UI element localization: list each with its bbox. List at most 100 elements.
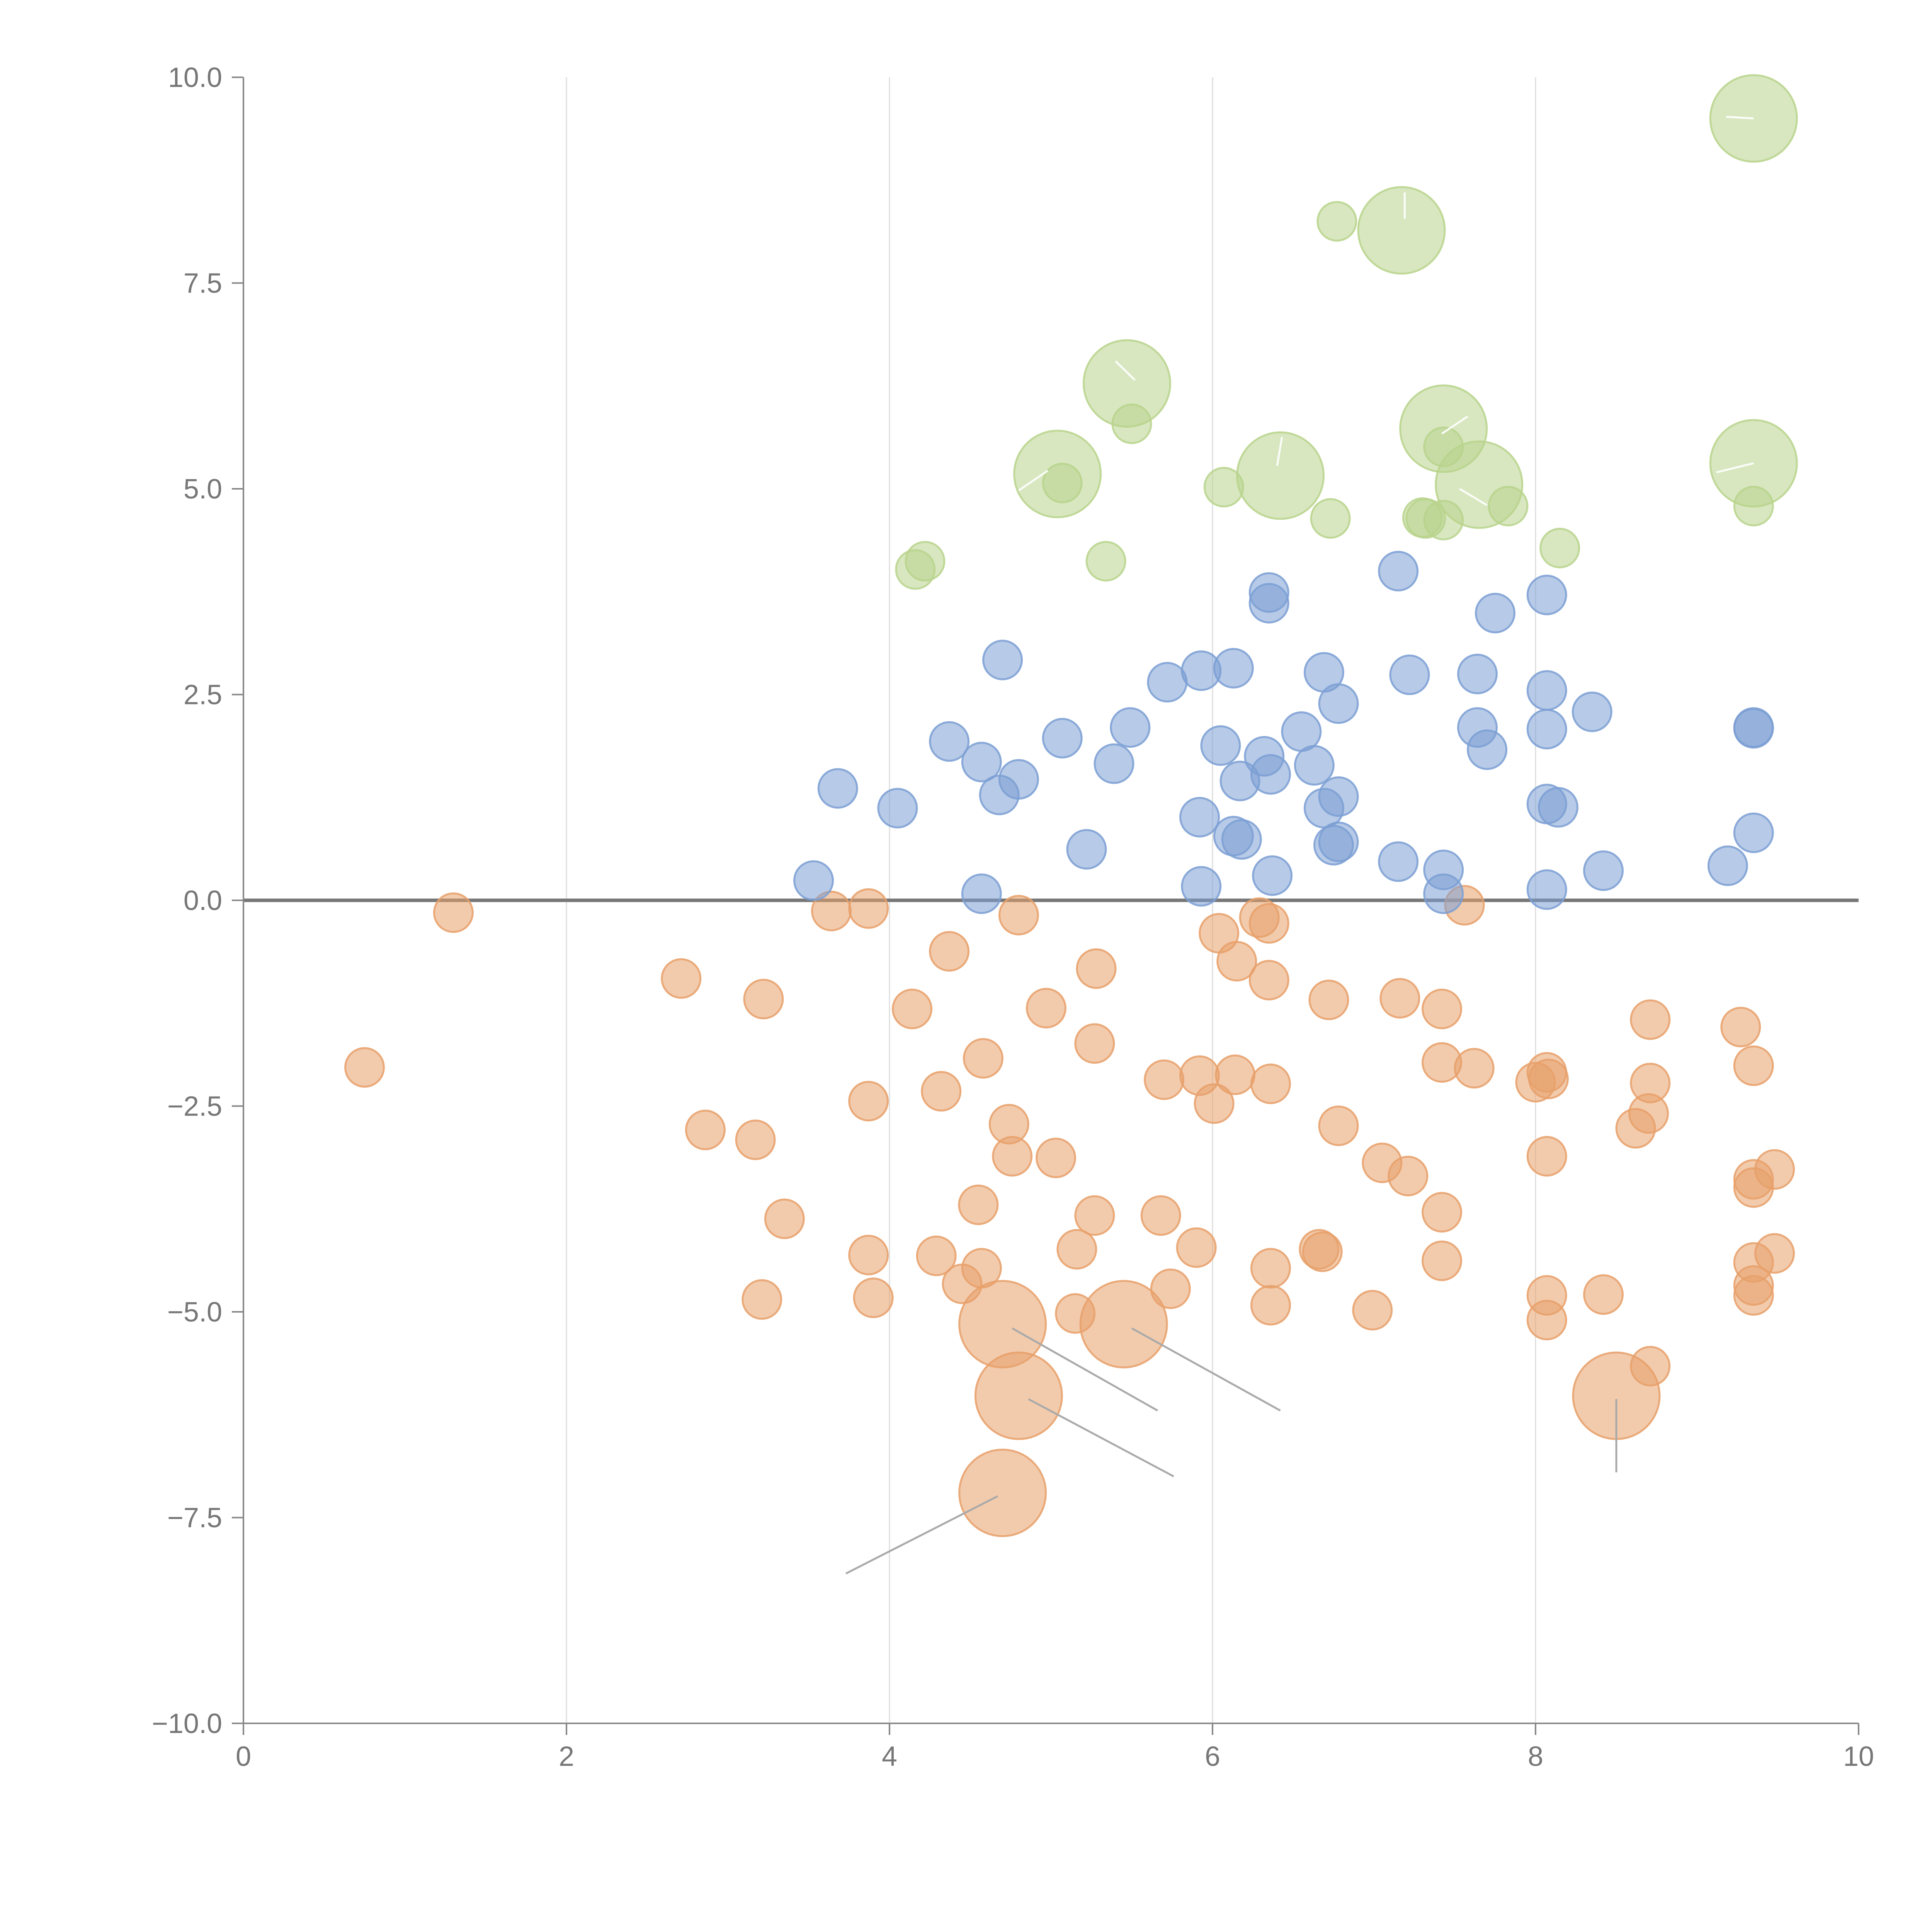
point-negative <box>433 892 474 933</box>
bubble-high <box>1435 440 1524 529</box>
point-negative <box>1754 1149 1795 1190</box>
point-negative <box>1036 1138 1077 1179</box>
point-negative <box>1074 1023 1115 1064</box>
bubble-high <box>1082 339 1171 428</box>
point-positive <box>1200 725 1241 766</box>
point-negative <box>992 1136 1033 1177</box>
point-positive <box>1457 653 1498 694</box>
leader-line <box>845 1495 998 1575</box>
point-positive <box>961 742 1002 782</box>
point-positive <box>1318 683 1359 724</box>
point-negative <box>1176 1227 1217 1268</box>
leader-line <box>1441 415 1468 435</box>
point-negative <box>1194 1083 1235 1124</box>
x-tick-label: 8 <box>1528 1741 1543 1772</box>
point-negative <box>1733 1045 1774 1086</box>
point-negative <box>685 1109 726 1150</box>
point-negative <box>1144 1059 1185 1100</box>
axes <box>232 77 1859 1735</box>
point-high <box>1085 541 1126 582</box>
point-positive <box>1221 819 1262 860</box>
point-negative <box>1526 1136 1567 1177</box>
point-negative <box>921 1071 962 1112</box>
point-negative <box>1150 1268 1191 1309</box>
bubble-negative <box>1079 1280 1168 1369</box>
leader-line <box>1131 1327 1281 1412</box>
y-tick-label: −2.5 <box>167 1091 222 1122</box>
point-positive <box>1526 709 1567 750</box>
leader-line <box>1716 462 1754 473</box>
y-tick-label: 2.5 <box>184 680 222 711</box>
point-negative <box>1026 988 1066 1029</box>
point-high <box>1539 527 1580 568</box>
y-tick-label: −10.0 <box>152 1708 222 1739</box>
point-positive <box>1294 745 1335 786</box>
leader-line <box>1276 437 1283 466</box>
point-positive <box>1181 866 1222 907</box>
point-negative <box>1215 1054 1256 1095</box>
point-positive <box>1318 776 1359 817</box>
point-negative <box>1216 941 1257 982</box>
point-negative <box>929 931 970 972</box>
x-tick-label: 2 <box>559 1741 574 1772</box>
point-high <box>905 541 946 582</box>
point-positive <box>1538 787 1579 828</box>
point-positive <box>1707 845 1748 886</box>
y-tick-label: 7.5 <box>184 268 222 299</box>
point-negative <box>1388 1156 1429 1197</box>
point-positive <box>1526 670 1567 711</box>
point-positive <box>961 873 1002 914</box>
leader-line <box>1018 470 1049 492</box>
point-positive <box>1378 551 1419 592</box>
point-negative <box>1630 1063 1671 1104</box>
bubble-negative <box>974 1351 1063 1440</box>
point-positive <box>982 639 1023 680</box>
point-negative <box>1630 999 1671 1040</box>
point-positive <box>1252 855 1293 896</box>
point-positive <box>1526 575 1567 616</box>
bubble-negative <box>958 1449 1047 1537</box>
point-positive <box>793 860 834 901</box>
point-positive <box>1423 873 1464 914</box>
point-negative <box>1074 1195 1115 1236</box>
point-negative <box>892 988 933 1029</box>
point-positive <box>1110 707 1151 748</box>
point-negative <box>1318 1105 1359 1146</box>
point-positive <box>1179 797 1220 838</box>
point-negative <box>848 888 889 929</box>
point-negative <box>1454 1048 1495 1089</box>
x-tick-label: 0 <box>236 1741 251 1772</box>
y-tick-label: 10.0 <box>168 62 222 93</box>
point-negative <box>661 958 702 999</box>
point-positive <box>929 721 970 762</box>
point-negative <box>1352 1290 1393 1331</box>
point-positive <box>998 759 1039 800</box>
point-negative <box>344 1047 385 1088</box>
point-positive <box>1583 850 1624 891</box>
point-negative <box>848 1235 889 1276</box>
y-tick-label: −5.0 <box>167 1297 222 1328</box>
point-negative <box>764 1198 805 1239</box>
point-negative <box>1250 1285 1291 1326</box>
point-negative <box>1422 988 1463 1029</box>
large-bubbles <box>958 74 1798 1537</box>
bubble-high <box>1013 430 1102 519</box>
point-negative <box>958 1184 999 1225</box>
point-positive <box>1213 648 1254 689</box>
point-positive <box>1389 654 1430 695</box>
point-negative <box>1250 1063 1291 1104</box>
point-positive <box>1467 729 1508 770</box>
point-negative <box>1526 1299 1567 1340</box>
point-negative <box>1422 1240 1463 1281</box>
point-positive <box>1378 841 1419 882</box>
point-negative <box>853 1277 894 1318</box>
point-positive <box>1571 691 1612 732</box>
y-tick-label: 0.0 <box>184 885 222 916</box>
point-positive <box>1066 829 1107 870</box>
point-negative <box>1583 1274 1624 1315</box>
point-negative <box>1248 960 1289 1001</box>
point-positive <box>1248 583 1289 624</box>
point-negative <box>1056 1229 1097 1270</box>
point-negative <box>1302 1231 1343 1272</box>
